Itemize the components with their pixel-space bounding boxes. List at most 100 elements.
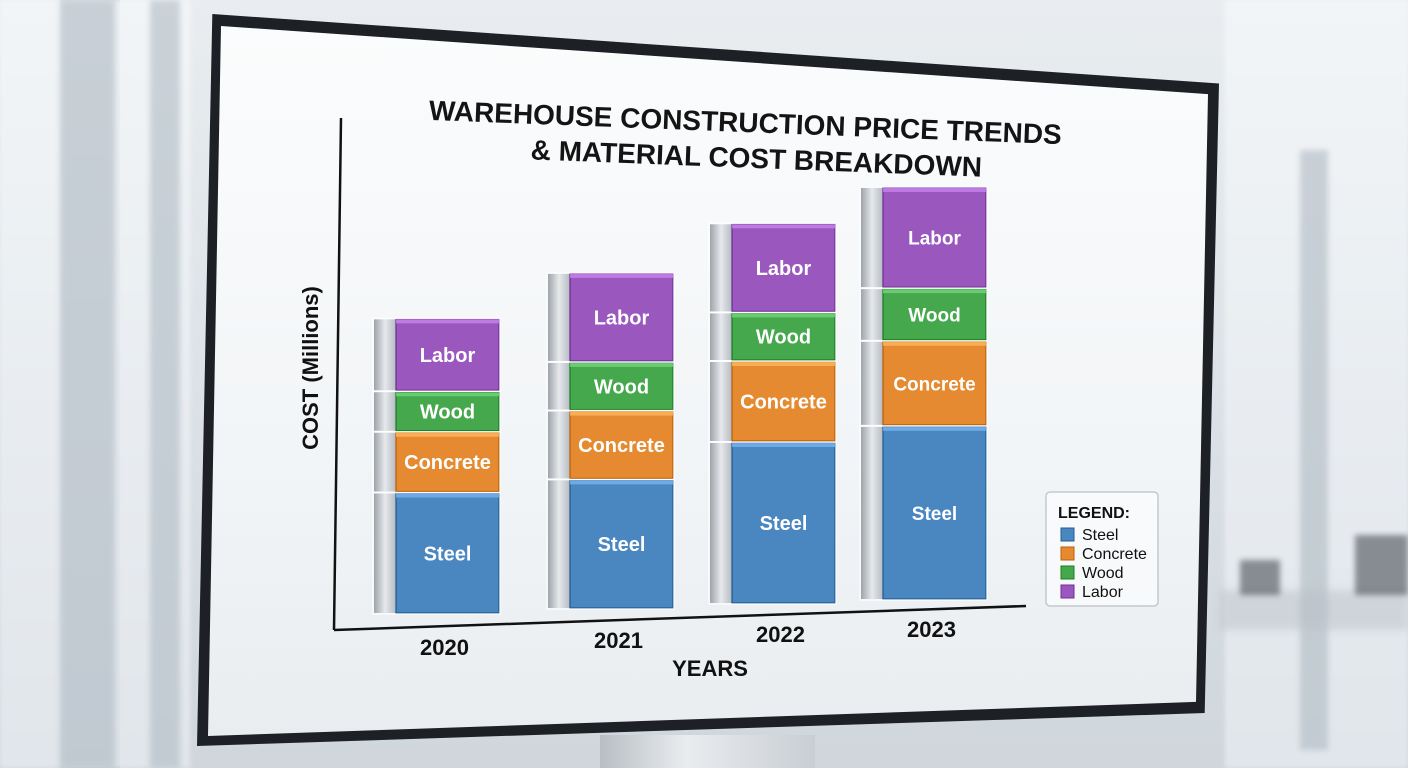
bar-segment-wood-2023: Wood [859,287,988,342]
bar-segment-label: Wood [908,305,960,326]
bar-segment-highlight [883,289,986,294]
bar-segment-concrete-2020: Concrete [372,431,501,494]
background-pillar [60,0,115,768]
bar-segment-label: Concrete [404,452,491,474]
bar-segment-highlight [732,443,835,447]
legend-item-labor: Labor [1060,584,1124,601]
x-tick-labels: 2020 2021 2022 2023 [420,617,956,660]
legend-label: Steel [1082,527,1118,544]
bar-segment-side [861,341,883,425]
bar-segment-outline [708,222,837,314]
bar-segment-highlight [396,319,499,324]
legend-label: Concrete [1082,546,1147,563]
bar-segment-highlight [396,432,499,437]
bar-segment-label: Steel [424,543,472,565]
bar-segment-concrete-2023: Concrete [859,340,988,427]
x-tick-label-2023: 2023 [907,617,956,642]
bar-segment-side [548,362,570,410]
bar-segment-side [374,432,396,492]
bar-segment-side [710,313,732,360]
bar-segment-labor-2021: Labor [546,272,675,363]
bar-segment-steel-2021: Steel [546,478,675,610]
bar-segment-label: Wood [420,402,475,424]
bar-segment-highlight [883,426,986,431]
bar-segment-highlight [570,362,673,367]
bar-segment-label: Labor [756,258,812,280]
legend-item-steel: Steel [1060,527,1118,544]
bar-segment-side [710,443,732,603]
y-axis-line [332,117,343,631]
bar-segment-label: Wood [594,376,649,398]
bar-stack-2023: Steel Concrete Wood Labor [859,186,988,601]
bar-segment-label: Labor [594,307,650,329]
legend-swatch [1060,546,1075,561]
bar-segment-face [395,391,500,432]
bar-segment-side [861,426,883,599]
bar-segment-side [374,392,396,431]
bar-segment-label: Labor [420,345,476,367]
bar-segment-side [710,224,732,312]
bar-segment-highlight [570,273,673,278]
bar-segment-face [395,492,500,614]
bar-segment-highlight [732,362,835,366]
bar-stacks: Steel Concrete Wood Labor Steel Concrete Wood L… [372,186,988,615]
bar-segment-face [731,223,836,313]
legend-item-wood: Wood [1060,565,1124,582]
bar-segment-steel-2022: Steel [708,441,837,605]
bar-segment-wood-2021: Wood [546,361,675,412]
bar-stack-2021: Steel Concrete Wood Labor [546,272,675,610]
bar-segment-side [548,411,570,479]
x-axis-line [333,604,1027,632]
bar-segment-concrete-2022: Concrete [708,360,837,443]
chart-title: WAREHOUSE CONSTRUCTION PRICE TRENDS & MA… [428,95,1062,183]
legend-swatch [1060,584,1075,599]
bar-segment-highlight [570,480,673,485]
x-tick-label-2022: 2022 [756,622,805,647]
bar-segment-wood-2022: Wood [708,311,837,362]
bar-segment-labor-2023: Labor [859,186,988,289]
bar-segment-highlight [883,341,986,346]
bar-segment-wood-2020: Wood [372,390,501,433]
bar-segment-label: Steel [598,534,646,556]
background-monitor [1355,535,1408,595]
bar-segment-label: Concrete [893,374,975,395]
legend-swatch [1060,565,1075,580]
bar-segment-face [882,187,987,288]
x-tick-label-2021: 2021 [594,628,643,653]
legend-label: Labor [1082,584,1124,601]
bar-segment-steel-2023: Steel [859,425,988,601]
bar-segment-highlight [396,493,499,498]
bar-segment-side [548,480,570,608]
legend-title: LEGEND: [1058,505,1130,522]
bar-segment-side [861,187,883,288]
bar-segment-side [861,289,883,340]
bar-segment-label: Labor [908,229,961,250]
bar-segment-outline [372,317,501,393]
bar-segment-face [569,362,674,411]
bar-segment-face [882,341,987,426]
bar-segment-side [374,319,396,391]
bar-segment-highlight [570,411,673,416]
bar-segment-face [569,479,674,609]
background-chair [1240,560,1280,595]
bar-segment-label: Wood [756,327,811,349]
bar-segment-steel-2020: Steel [372,491,501,615]
bar-stack-2020: Steel Concrete Wood Labor [372,317,501,615]
background-desk [1220,590,1408,630]
bar-segment-label: Steel [760,513,808,535]
bar-segment-label: Concrete [740,392,827,414]
bar-segment-concrete-2021: Concrete [546,409,675,481]
bar-segment-face [731,442,836,604]
background-pillar [1300,150,1328,750]
bar-segment-side [548,273,570,361]
bar-segment-face [569,410,674,479]
monitor-stand [600,735,815,768]
bar-segment-labor-2020: Labor [372,317,501,393]
legend: LEGEND: Steel Concrete Wood Labor [1045,491,1159,607]
bar-segment-side [374,493,396,613]
bar-segment-outline [546,272,675,363]
legend-label: Wood [1082,565,1124,582]
bar-segment-highlight [732,313,835,318]
bar-stack-2022: Steel Concrete Wood Labor [708,222,837,605]
